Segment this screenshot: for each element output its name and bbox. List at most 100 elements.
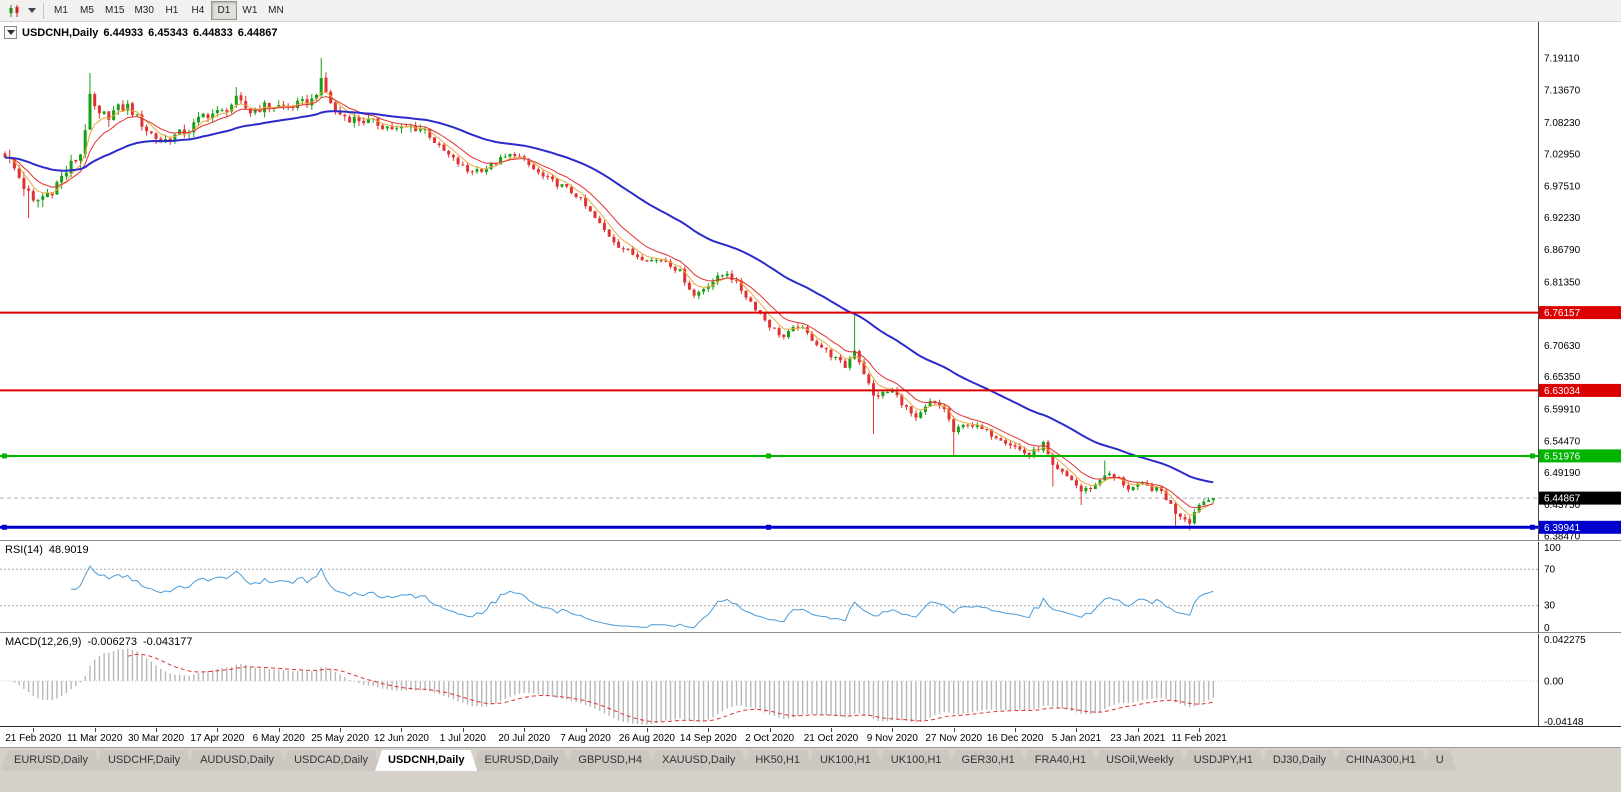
- chart-tab-hk50-h1[interactable]: HK50,H1: [742, 750, 813, 771]
- date-tick-mark: [1076, 728, 1078, 732]
- svg-text:7.02950: 7.02950: [1544, 149, 1581, 160]
- price-chart-panel[interactable]: USDCNH,Daily 6.44933 6.45343 6.44833 6.4…: [0, 22, 1621, 541]
- chevron-down-icon[interactable]: [25, 1, 39, 20]
- chart-tab-usdcnh-daily[interactable]: USDCNH,Daily: [375, 750, 477, 771]
- date-axis-label: 17 Apr 2020: [190, 733, 245, 744]
- date-axis-label: 16 Dec 2020: [986, 733, 1044, 744]
- date-tick-mark: [831, 728, 832, 732]
- svg-text:6.70630: 6.70630: [1544, 341, 1581, 352]
- chart-tab-usdchf-daily[interactable]: USDCHF,Daily: [95, 750, 193, 771]
- date-axis-label: 7 Aug 2020: [560, 733, 611, 744]
- line-drag-handle[interactable]: [766, 524, 771, 530]
- ohlc-close: 6.44867: [237, 26, 278, 39]
- svg-text:7.08230: 7.08230: [1544, 118, 1581, 129]
- chart-tab-china300-h1[interactable]: CHINA300,H1: [1333, 750, 1429, 771]
- chart-tab-eurusd-daily[interactable]: EURUSD,Daily: [1, 750, 101, 771]
- price-chart-canvas[interactable]: 7.19110 7.13670 7.08230 7.02950 6.97510 6.922…: [0, 22, 1621, 541]
- timeframe-toolbar: M1 M5 M15 M30 H1 H4 D1 W1 MN: [0, 0, 1621, 22]
- timeframe-button-w1[interactable]: W1: [242, 5, 258, 16]
- date-tick-mark: [278, 728, 280, 732]
- date-axis-label: 5 Jan 2021: [1051, 733, 1102, 744]
- timeframe-buttons-group: M1 M5 M15 M30 H1 H4 D1 W1 MN: [48, 1, 289, 20]
- svg-text:6.81350: 6.81350: [1544, 277, 1581, 288]
- line-drag-handle[interactable]: [1530, 524, 1535, 530]
- ohlc-open: 6.44933: [103, 26, 144, 39]
- chart-tab-fra40-h1[interactable]: FRA40,H1: [1022, 750, 1099, 771]
- macd-histogram: [9, 648, 1215, 725]
- svg-text:6.59910: 6.59910: [1544, 404, 1581, 415]
- macd-signal-line: [127, 653, 1214, 723]
- rsi-name-label: RSI(14): [5, 544, 43, 556]
- candlestick-chart-icon[interactable]: [3, 1, 25, 20]
- chart-tab-eurusd-daily[interactable]: EURUSD,Daily: [471, 750, 571, 771]
- ohlc-low: 6.44833: [192, 26, 233, 39]
- candles-layer: [3, 58, 1215, 531]
- chart-tab-dj30-daily[interactable]: DJ30,Daily: [1260, 750, 1339, 771]
- rsi-axis-ticks: 100 70 30 0: [1544, 543, 1561, 633]
- chart-tab-gbpusd-h4[interactable]: GBPUSD,H4: [565, 750, 655, 771]
- date-axis-label: 21 Oct 2020: [803, 733, 859, 744]
- candlestick-glyph: [9, 4, 19, 17]
- chart-tab-u[interactable]: U: [1423, 750, 1457, 771]
- rsi-level-lines: [0, 568, 1538, 607]
- timeframe-button-h4[interactable]: H4: [191, 5, 205, 16]
- chart-tab-ger30-h1[interactable]: GER30,H1: [949, 750, 1028, 771]
- timeframe-button-m15[interactable]: M15: [105, 5, 125, 16]
- chart-tab-uk100-h1[interactable]: UK100,H1: [878, 750, 955, 771]
- svg-text:0.042275: 0.042275: [1544, 635, 1586, 646]
- timeframe-button-h1[interactable]: H1: [165, 5, 179, 16]
- timeframe-button-d1[interactable]: D1: [210, 1, 237, 20]
- date-tick-mark: [1015, 728, 1017, 732]
- date-tick-mark: [94, 728, 96, 732]
- line-drag-handle[interactable]: [1530, 453, 1535, 459]
- macd-label-row: MACD(12,26,9) -0.006273 -0.043177: [5, 636, 193, 648]
- macd-main-value: -0.006273: [87, 636, 137, 648]
- svg-text:6.44867: 6.44867: [1544, 494, 1581, 505]
- date-tick-mark: [1137, 728, 1139, 732]
- svg-text:6.43750: 6.43750: [1544, 500, 1581, 511]
- rsi-indicator-panel[interactable]: RSI(14) 48.9019 100 70 30 0: [0, 542, 1621, 633]
- chart-tab-usdjpy-h1[interactable]: USDJPY,H1: [1181, 750, 1266, 771]
- date-axis-label: 6 May 2020: [252, 733, 305, 744]
- svg-text:6.38470: 6.38470: [1544, 532, 1581, 542]
- rsi-value-label: 48.9019: [48, 544, 89, 556]
- rsi-line: [71, 565, 1214, 629]
- line-drag-handle[interactable]: [2, 453, 7, 459]
- line-drag-handle[interactable]: [766, 453, 771, 459]
- chart-tab-usoil-weekly[interactable]: USOil,Weekly: [1093, 750, 1187, 771]
- chart-tab-uk100-h1[interactable]: UK100,H1: [807, 750, 884, 771]
- horizontal-line-6.51976[interactable]: [0, 453, 1538, 459]
- chart-title-overlay: USDCNH,Daily 6.44933 6.45343 6.44833 6.4…: [4, 26, 277, 39]
- timeframe-button-mn[interactable]: MN: [268, 5, 284, 16]
- timeframe-button-m1[interactable]: M1: [54, 5, 68, 16]
- timeframe-button-m30[interactable]: M30: [134, 5, 154, 16]
- ohlc-high: 6.45343: [148, 26, 188, 39]
- date-axis-label: 11 Mar 2020: [66, 733, 123, 744]
- line-drag-handle[interactable]: [2, 524, 7, 530]
- date-tick-mark: [33, 728, 35, 732]
- toolbar-separator: [43, 2, 44, 19]
- macd-canvas: 0.042275 0.00 -0.04148: [0, 634, 1586, 727]
- chart-tab-usdcad-daily[interactable]: USDCAD,Daily: [281, 750, 381, 771]
- date-axis-label: 11 Feb 2021: [1171, 733, 1227, 744]
- svg-text:6.39941: 6.39941: [1544, 523, 1581, 534]
- date-tick-mark: [524, 728, 526, 732]
- macd-axis-ticks: 0.042275 0.00 -0.04148: [1544, 635, 1586, 727]
- date-tick-mark: [1199, 728, 1201, 732]
- date-tick-mark: [156, 728, 158, 732]
- date-tick-mark: [340, 728, 342, 732]
- timeframe-button-m5[interactable]: M5: [80, 5, 94, 16]
- chart-tab-audusd-daily[interactable]: AUDUSD,Daily: [187, 750, 287, 771]
- date-axis-label: 30 Mar 2020: [127, 733, 185, 744]
- date-axis-label: 27 Nov 2020: [925, 733, 983, 744]
- macd-indicator-panel[interactable]: MACD(12,26,9) -0.006273 -0.043177 0.0422…: [0, 634, 1621, 727]
- date-tick-mark: [769, 728, 771, 732]
- date-tick-mark: [708, 728, 710, 732]
- svg-text:6.92230: 6.92230: [1544, 213, 1581, 224]
- horizontal-line-6.39941[interactable]: [0, 524, 1538, 530]
- date-tick-mark: [401, 728, 403, 732]
- one-click-trading-toggle[interactable]: [4, 26, 17, 39]
- chart-tab-xauusd-daily[interactable]: XAUUSD,Daily: [649, 750, 748, 771]
- rsi-label-row: RSI(14) 48.9019: [5, 544, 89, 556]
